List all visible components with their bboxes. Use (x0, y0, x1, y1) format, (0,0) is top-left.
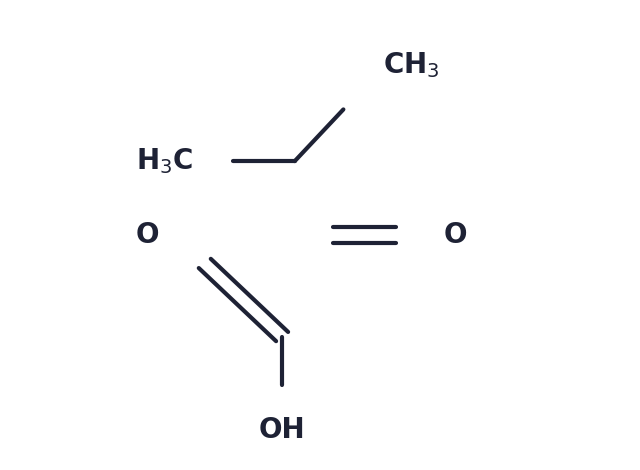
Text: OH: OH (259, 416, 305, 444)
Text: CH$_3$: CH$_3$ (383, 51, 440, 80)
Text: O: O (443, 221, 467, 249)
Text: O: O (136, 221, 159, 249)
Text: H$_3$C: H$_3$C (136, 146, 194, 176)
